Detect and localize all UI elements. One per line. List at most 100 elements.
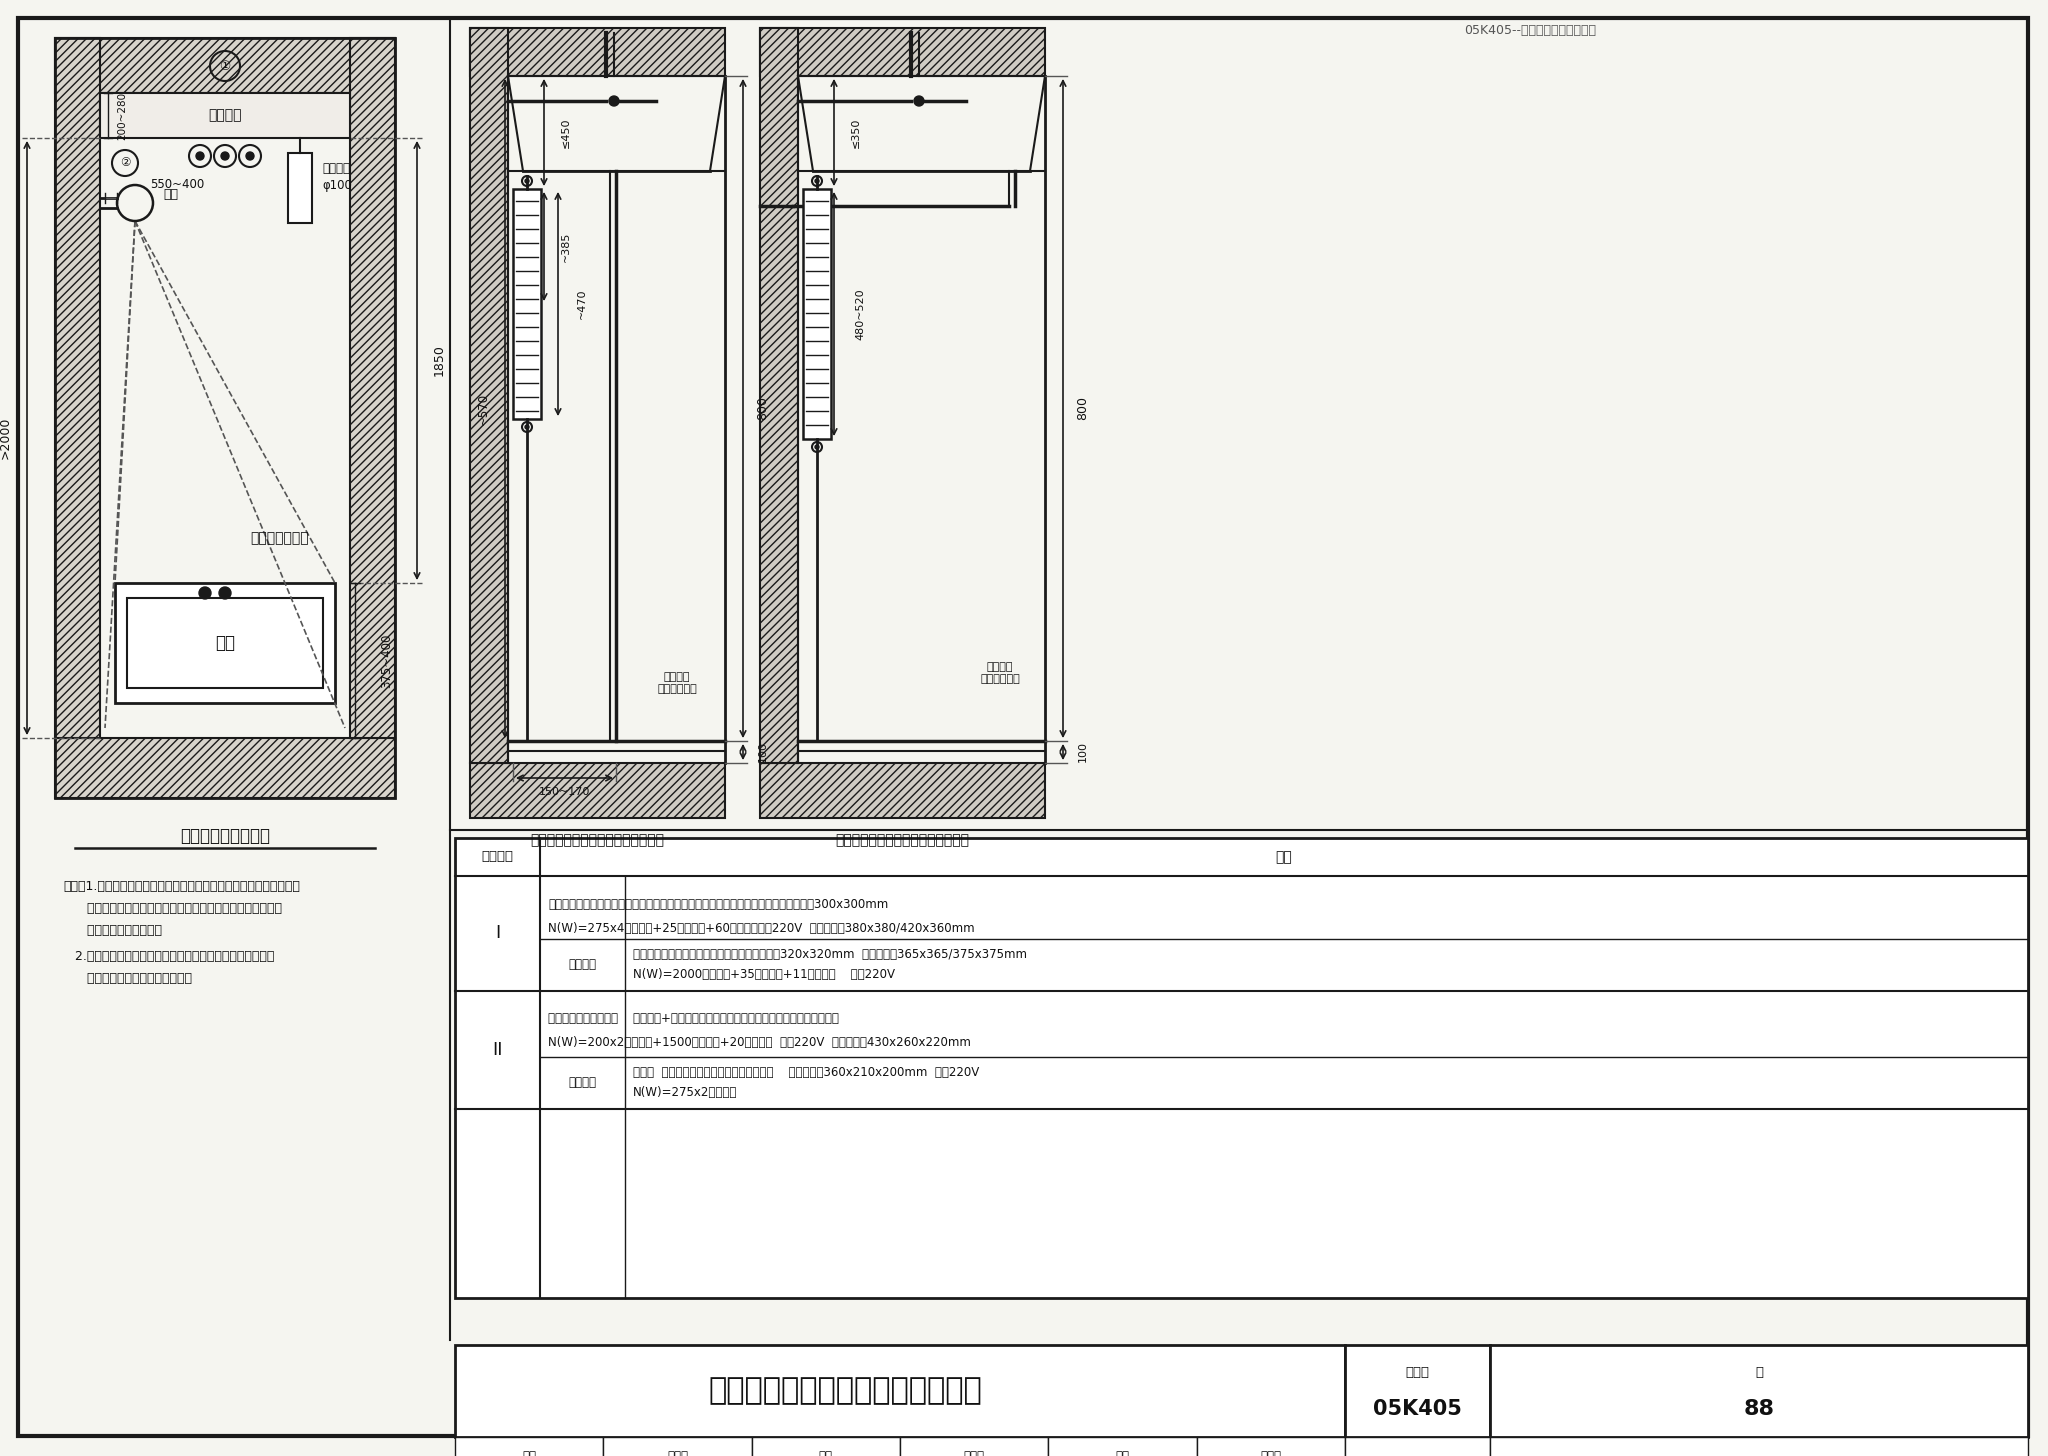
Bar [512, 189, 541, 419]
Circle shape [913, 96, 924, 106]
Bar [455, 1437, 604, 1456]
Text: 375~400: 375~400 [381, 633, 393, 687]
Text: II: II [492, 1041, 502, 1059]
Text: 淋浴区内浴霸的安装: 淋浴区内浴霸的安装 [180, 827, 270, 844]
Bar [127, 598, 324, 689]
Circle shape [219, 587, 231, 598]
Text: N(W)=275x2（灯暖）: N(W)=275x2（灯暖） [633, 1086, 737, 1099]
Text: φ100: φ100 [322, 179, 352, 192]
Text: 800: 800 [756, 396, 770, 421]
Circle shape [608, 96, 618, 106]
Text: 200~280: 200~280 [117, 92, 127, 140]
Text: 照明、换气、灯暖型一体，低色温红外线硬质防爆玻璃取暖灯泡，吊顶安装开孔尺寸：300x300mm: 照明、换气、灯暖型一体，低色温红外线硬质防爆玻璃取暖灯泡，吊顶安装开孔尺寸：30… [549, 897, 889, 910]
Bar [100, 93, 350, 138]
Text: ~470: ~470 [578, 288, 588, 319]
Text: 能量集中辐射区: 能量集中辐射区 [250, 531, 309, 545]
Text: 05K405--新型散热器选用与安装: 05K405--新型散热器选用与安装 [1464, 23, 1595, 36]
Text: 说明：1.本页图适用于挂墙式台上洗脸盆，下方设置散热器时的安装。: 说明：1.本页图适用于挂墙式台上洗脸盆，下方设置散热器时的安装。 [63, 879, 299, 893]
Bar [752, 1437, 899, 1456]
Bar [55, 38, 100, 738]
Text: N(W)=200x2（灯暖）+1500（风暖）+20（换气）  电源220V  外形尺寸：430x260x220mm: N(W)=200x2（灯暖）+1500（风暖）+20（换气） 电源220V 外形… [549, 1037, 971, 1050]
Text: 电源插座应符合安全设置要求。: 电源插座应符合安全设置要求。 [63, 971, 193, 984]
Text: 换气、风暖灯暖两用型    电热装置+低色温红外线硬质防爆玻璃取暖灯泡，可调取暖灯角度: 换气、风暖灯暖两用型 电热装置+低色温红外线硬质防爆玻璃取暖灯泡，可调取暖灯角度 [549, 1012, 840, 1025]
Text: 1850: 1850 [432, 345, 446, 377]
Circle shape [197, 151, 205, 160]
Text: 喷头: 喷头 [164, 188, 178, 201]
Text: 台盆后排水时盆下散热器、管道安装: 台盆后排水时盆下散热器、管道安装 [836, 833, 969, 847]
Text: 壁挂安装: 壁挂安装 [567, 1076, 596, 1089]
Text: 孙淑萍: 孙淑萍 [668, 1450, 688, 1456]
Text: 胡建丽: 胡建丽 [1260, 1450, 1282, 1456]
Circle shape [199, 587, 211, 598]
Bar [55, 38, 395, 93]
Circle shape [815, 446, 819, 448]
Text: 2.本页图中的浴霸禁止设置在水喷头之下及渗水严重区域。: 2.本页图中的浴霸禁止设置在水喷头之下及渗水严重区域。 [63, 949, 274, 962]
Text: >2000: >2000 [0, 416, 12, 459]
Text: 浴盆: 浴盆 [215, 633, 236, 652]
Circle shape [524, 425, 528, 430]
Text: ~570: ~570 [477, 393, 489, 425]
Text: 劳逸民: 劳逸民 [965, 1450, 985, 1456]
Bar [55, 738, 395, 798]
Circle shape [815, 179, 819, 183]
Text: 480~520: 480~520 [854, 288, 864, 339]
Bar [604, 1437, 752, 1456]
Bar [469, 28, 725, 76]
Text: 洗脸盆区不应封闭。当散热器的安装位置不在排水点的正下: 洗脸盆区不应封闭。当散热器的安装位置不在排水点的正下 [63, 901, 283, 914]
Text: 吸顶安装: 吸顶安装 [567, 958, 596, 971]
Text: I: I [496, 925, 500, 942]
Circle shape [246, 151, 254, 160]
Text: 根据需要
可做两道防水: 根据需要 可做两道防水 [657, 673, 696, 695]
Bar [1491, 1345, 2028, 1437]
Text: N(W)=2000（风暖）+35（换气）+11（照明）    电源220V: N(W)=2000（风暖）+35（换气）+11（照明） 电源220V [633, 968, 895, 981]
Text: ~385: ~385 [561, 232, 571, 262]
Text: 审核: 审核 [522, 1450, 537, 1456]
Text: 设计: 设计 [1116, 1450, 1130, 1456]
Text: 100: 100 [758, 741, 768, 763]
Text: 内容: 内容 [1276, 850, 1292, 863]
Text: 排风软管: 排风软管 [322, 162, 350, 175]
Bar [1346, 1437, 1491, 1456]
Bar [760, 28, 799, 763]
Text: 05K405: 05K405 [1372, 1399, 1462, 1420]
Text: 根据需要
可做两道防水: 根据需要 可做两道防水 [981, 662, 1020, 684]
Text: 图集号: 图集号 [1405, 1366, 1430, 1379]
Text: 吊顶空间: 吊顶空间 [209, 109, 242, 122]
Bar [350, 38, 395, 738]
Text: 800: 800 [1077, 396, 1090, 421]
Text: N(W)=275x4（灯暖）+25（换气）+60（照明）电源220V  外形尺寸：380x380/420x360mm: N(W)=275x4（灯暖）+25（换气）+60（照明）电源220V 外形尺寸：… [549, 922, 975, 935]
Text: 88: 88 [1743, 1399, 1774, 1420]
Text: 校对: 校对 [819, 1450, 834, 1456]
Bar [760, 28, 1044, 76]
Text: 100: 100 [1077, 741, 1087, 763]
Text: ②: ② [119, 156, 131, 169]
Text: ①: ① [219, 60, 231, 73]
Circle shape [524, 179, 528, 183]
Bar [1049, 1437, 1196, 1456]
Bar [455, 839, 2028, 1297]
Text: 方时，不受本页限制。: 方时，不受本页限制。 [63, 923, 162, 936]
Text: ≤350: ≤350 [852, 118, 860, 147]
Text: ≤450: ≤450 [561, 118, 571, 147]
Bar [115, 582, 336, 703]
Text: 150~170: 150~170 [539, 788, 590, 796]
Bar [469, 28, 508, 763]
Bar [469, 763, 725, 818]
Bar [803, 189, 831, 440]
Text: 照明、换气、风暖型一体，吊顶安装开孔尺寸：320x320mm  外形尺寸：365x365/375x375mm: 照明、换气、风暖型一体，吊顶安装开孔尺寸：320x320mm 外形尺寸：365x… [633, 948, 1026, 961]
Text: 550~400: 550~400 [150, 178, 205, 191]
Bar [760, 763, 1044, 818]
Text: 灯暖型  低色温红外线硬质防爆玻璃取暖灯泡    外形尺寸：360x210x200mm  电源220V: 灯暖型 低色温红外线硬质防爆玻璃取暖灯泡 外形尺寸：360x210x200mm … [633, 1066, 979, 1079]
Text: 图示序号: 图示序号 [481, 850, 514, 863]
Text: 页: 页 [1755, 1366, 1763, 1379]
Bar [1196, 1437, 1346, 1456]
Bar [1346, 1345, 1491, 1437]
Bar [55, 38, 395, 798]
Bar [455, 1345, 1346, 1437]
Bar [289, 153, 311, 223]
Text: 台盆下排水时盆下散热器、管道安装: 台盆下排水时盆下散热器、管道安装 [530, 833, 664, 847]
Bar [899, 1437, 1049, 1456]
Text: 散热器在住宅卫生间的安装（二）: 散热器在住宅卫生间的安装（二） [709, 1376, 981, 1405]
Bar [1491, 1437, 2028, 1456]
Circle shape [221, 151, 229, 160]
